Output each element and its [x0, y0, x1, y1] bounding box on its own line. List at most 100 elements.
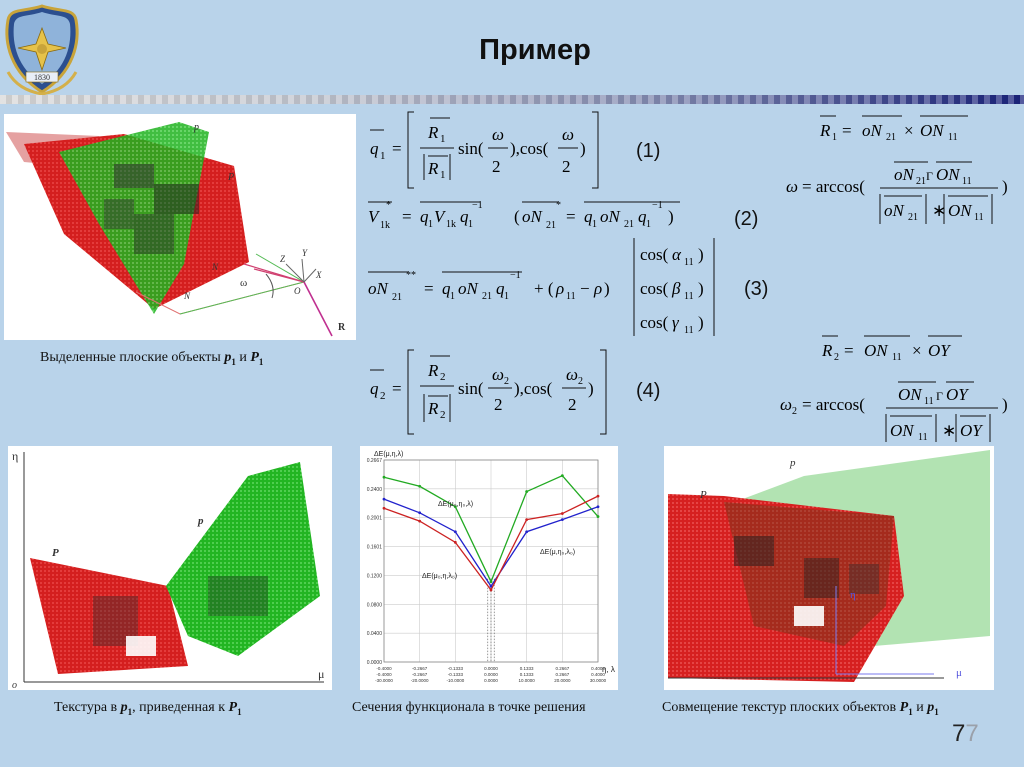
chart-x-tick-0-6: 0.4000 [591, 666, 605, 671]
chart-x-tick-0-5: 0.2667 [555, 666, 569, 671]
svg-text:21: 21 [392, 292, 402, 303]
chart-x-tick-0-2: -0.1333 [448, 666, 464, 671]
svg-text:ω: ω [562, 125, 574, 144]
chart-x-tick-1-3: 0.0000 [484, 672, 498, 677]
chart-point-2-3 [489, 588, 493, 592]
svg-text:11: 11 [948, 132, 958, 143]
eq-number-3: (3) [744, 278, 769, 300]
svg-text:1: 1 [440, 169, 446, 181]
svg-text:q: q [584, 207, 593, 226]
svg-text:1k: 1k [446, 219, 456, 230]
svg-text:1: 1 [832, 132, 837, 143]
svg-text:R: R [819, 121, 831, 140]
svg-text:=: = [402, 207, 412, 226]
chart-annotation-2: ΔE(μ,η₀,λ₀) [540, 549, 575, 556]
label-Y: Y [302, 248, 308, 258]
label-p1-bl: p [197, 515, 204, 527]
svg-text:oN: oN [894, 165, 916, 184]
axis-eta: η [12, 449, 18, 463]
svg-text:ON: ON [898, 385, 923, 404]
svg-text:**: ** [406, 270, 416, 281]
figure-plane-objects: p P N N ω O Z Y X R [4, 114, 356, 340]
chart-xlabel: η, λ [602, 665, 615, 674]
chart-point-0-4 [525, 490, 529, 493]
chart-functional-sections: 0.2667 0.2400 0.2001 0.1601 0.1200 0.0800 0.04… [360, 446, 618, 690]
svg-text:oN: oN [862, 121, 884, 140]
chart-point-0-2 [453, 505, 457, 509]
svg-text:oN: oN [458, 279, 480, 298]
chart-point-1-4 [525, 530, 529, 534]
svg-text:=: = [844, 341, 854, 360]
chart-point-0-1 [418, 484, 422, 488]
chart-x-tick-2-3: 0.0000 [484, 678, 498, 683]
svg-text:2: 2 [568, 395, 577, 414]
svg-text:21: 21 [624, 219, 634, 230]
svg-text:2: 2 [834, 352, 839, 363]
svg-text:V: V [368, 207, 381, 226]
svg-text:oN: oN [884, 201, 906, 220]
chart-y-tick-3: 0.1601 [367, 545, 383, 551]
label-omega: ω [240, 277, 247, 289]
svg-text:ON: ON [920, 121, 945, 140]
chart-annotation-1: ΔE(μ₀,η,λ₀) [422, 573, 457, 580]
chart-point-2-5 [560, 512, 564, 515]
svg-text:q: q [442, 279, 451, 298]
chart-point-1-6 [596, 505, 600, 509]
chart-x-tick-1-6: 0.4000 [591, 672, 605, 677]
chart-x-tick-2-0: -30.0000 [375, 678, 393, 683]
svg-text:ON: ON [890, 421, 915, 440]
svg-text:ω: ω [566, 365, 578, 384]
chart-y-tick-7: 0.0000 [367, 660, 383, 666]
svg-text:γ: γ [672, 313, 680, 332]
chart-x-tick-1-0: -0.4000 [376, 672, 392, 677]
svg-text:ON: ON [864, 341, 889, 360]
svg-text:R: R [427, 399, 439, 418]
svg-text:q: q [370, 379, 379, 398]
axis-mu: μ [318, 667, 324, 681]
svg-text:1: 1 [440, 133, 446, 145]
svg-text:R: R [427, 123, 439, 142]
label-P1-br: P [699, 489, 707, 501]
eq-number-1: (1) [636, 140, 661, 162]
eq-number-2: (2) [734, 208, 759, 230]
chart-point-2-1 [418, 519, 422, 523]
axis-origin: o [12, 680, 17, 690]
svg-text:1k: 1k [380, 220, 390, 231]
svg-text:oN: oN [368, 279, 390, 298]
svg-text:21: 21 [908, 212, 918, 223]
svg-text:): ) [698, 279, 704, 298]
svg-text:*: * [386, 200, 391, 211]
label-eta1: η [850, 589, 856, 601]
svg-text:1: 1 [468, 219, 473, 230]
chart-point-2-6 [596, 494, 600, 498]
svg-text:q: q [638, 207, 647, 226]
svg-text:2: 2 [504, 376, 509, 387]
svg-text:R: R [427, 361, 439, 380]
svg-text:1: 1 [504, 291, 509, 302]
caption-bottom-right: Совмещение текстур плоских объектов P1 и… [662, 700, 939, 717]
svg-text:11: 11 [684, 291, 694, 302]
svg-text:ω: ω [492, 365, 504, 384]
svg-text:11: 11 [892, 352, 902, 363]
chart-point-0-5 [560, 474, 564, 478]
svg-text:OY: OY [928, 341, 951, 360]
svg-text:×: × [912, 341, 922, 360]
chart-ylabel: ΔE(μ,η,λ) [374, 451, 403, 458]
caption-bottom-center: Сечения функционала в точке решения [352, 700, 586, 715]
svg-text:): ) [588, 379, 594, 398]
svg-text:cos(: cos( [640, 279, 669, 298]
svg-text:2: 2 [494, 395, 503, 414]
page-number: 77 [952, 720, 979, 747]
chart-x-tick-1-1: -0.2667 [412, 672, 428, 677]
svg-text:11: 11 [684, 325, 694, 336]
svg-text:ρ: ρ [593, 279, 602, 298]
svg-text:sin(: sin( [458, 379, 484, 398]
svg-text:ω: ω [786, 177, 798, 196]
chart-x-tick-0-4: 0.1333 [520, 666, 534, 671]
svg-text:=: = [842, 121, 852, 140]
label-P1-big: P [227, 172, 234, 183]
label-N11: N [211, 262, 219, 272]
svg-text:=: = [392, 139, 402, 158]
svg-text:2: 2 [792, 406, 797, 417]
svg-text:1: 1 [380, 150, 386, 162]
